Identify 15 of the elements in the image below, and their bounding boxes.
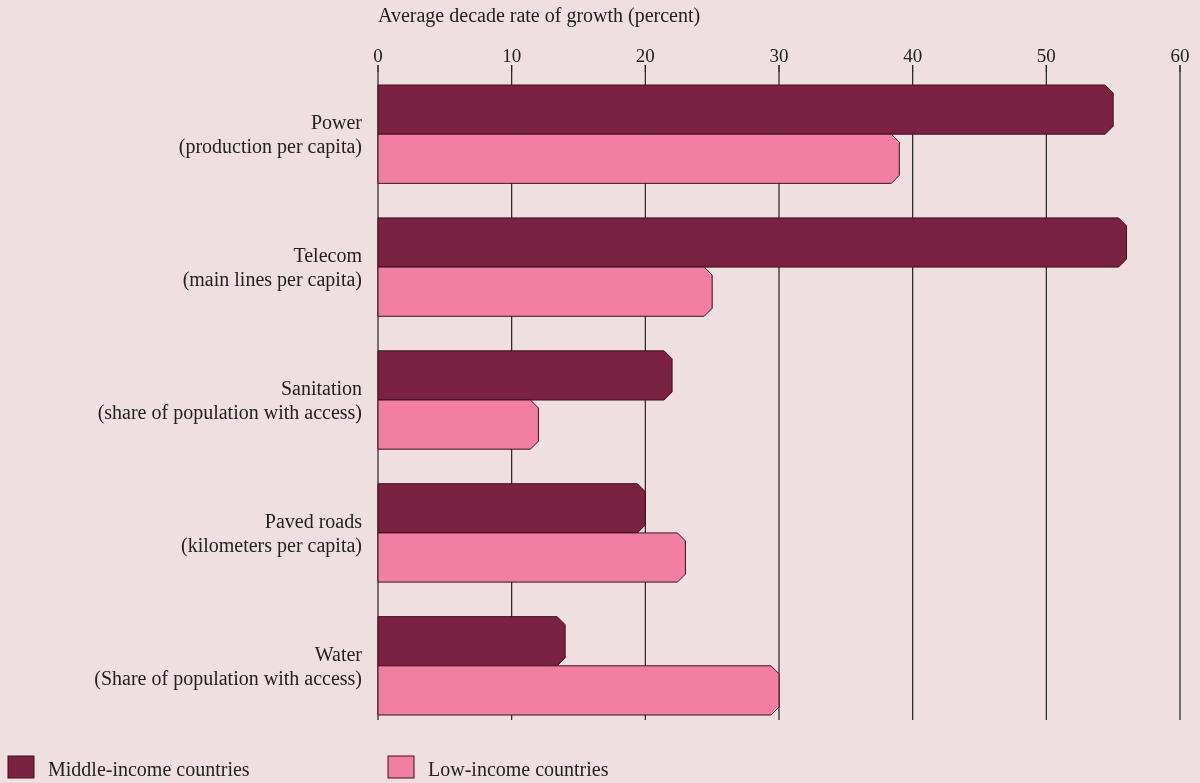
x-tick-label: 30: [769, 45, 789, 66]
y-tick-label: Power (production per capita): [178, 111, 363, 159]
y-tick-label: Telecom (main lines per capita): [182, 244, 363, 292]
x-tick-label: 20: [635, 45, 655, 66]
x-tick-label: 40: [903, 45, 923, 66]
x-tick-label: 60: [1170, 45, 1190, 66]
x-axis-title: Average decade rate of growth (percent): [378, 4, 701, 27]
x-tick-label: 0: [373, 45, 383, 66]
x-tick-label: 10: [502, 45, 522, 66]
legend-label: Low-income countries: [428, 758, 609, 780]
x-tick-label: 50: [1036, 45, 1056, 66]
legend-label: Middle-income countries: [48, 758, 250, 780]
y-tick-label: Paved roads (kilometers per capita): [180, 509, 363, 557]
y-tick-label: Water (Share of population with access): [94, 642, 363, 690]
y-tick-label: Sanitation (share of population with access): [97, 377, 362, 424]
